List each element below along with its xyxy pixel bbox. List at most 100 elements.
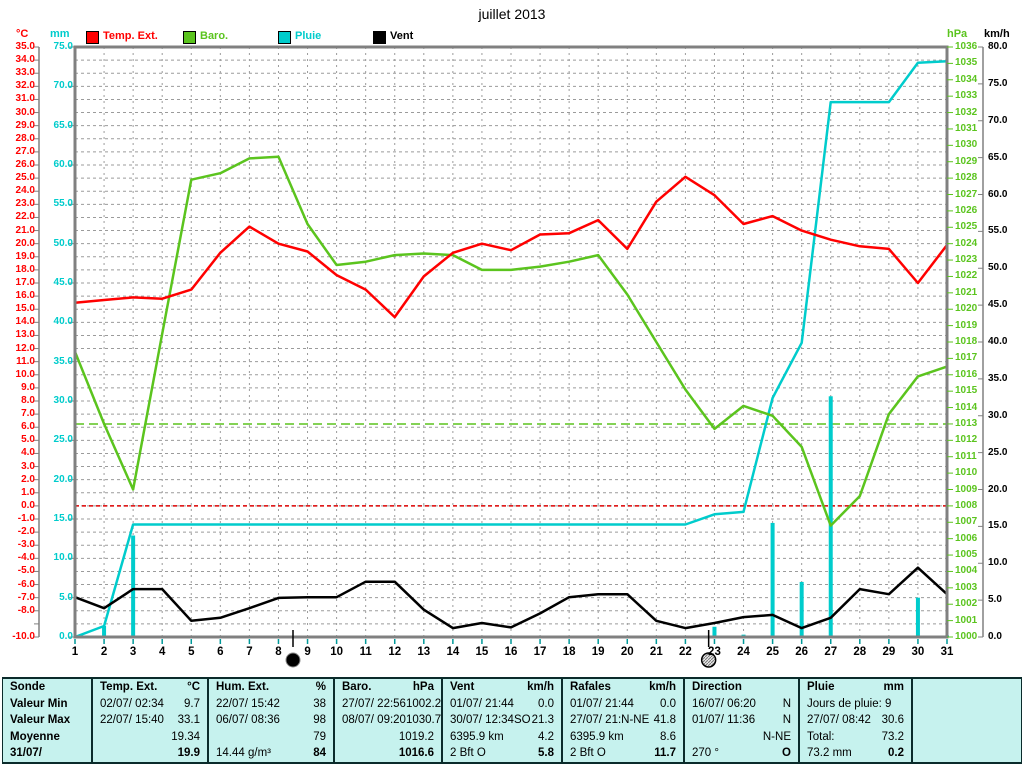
table-column-empty bbox=[911, 679, 1021, 762]
baro-axis-tick-label: 1003 bbox=[955, 581, 978, 593]
x-axis-day-label: 9 bbox=[304, 646, 311, 658]
temp-axis-tick-label: 31.0 bbox=[15, 93, 35, 105]
temp-axis-tick-label: -4.0 bbox=[17, 552, 35, 564]
temp-axis-tick-label: -5.0 bbox=[17, 565, 35, 577]
temp-axis-tick-label: 21.0 bbox=[15, 224, 35, 236]
wind-axis-tick-label: 5.0 bbox=[988, 594, 1002, 606]
temp-axis-tick-label: -7.0 bbox=[17, 591, 35, 603]
table-cell: 1016.6 bbox=[398, 747, 434, 759]
table-cell: 6395.9 km 8.6 bbox=[570, 730, 676, 743]
baro-axis-tick-label: 1035 bbox=[955, 57, 978, 69]
rain-axis-tick-label: 65.0 bbox=[53, 119, 73, 131]
rain-axis-unit: mm bbox=[50, 28, 70, 40]
baro-axis-tick-label: 1010 bbox=[955, 467, 978, 479]
table-cell: 22/07/ 15:42 38 bbox=[216, 697, 326, 710]
baro-axis-tick-label: 1005 bbox=[955, 549, 978, 561]
table-cell: Temp. Ext. °C bbox=[100, 681, 200, 693]
series-line-wind bbox=[74, 566, 948, 630]
rain-bar-day-3 bbox=[131, 535, 136, 637]
baro-axis-tick-label: 1036 bbox=[955, 41, 978, 52]
temp-axis-tick-label: 12.0 bbox=[15, 342, 35, 354]
temp-axis-tick-label: 14.0 bbox=[15, 316, 35, 328]
temp-axis-tick-label: 24.0 bbox=[15, 185, 35, 197]
baro-axis-tick-label: 1031 bbox=[955, 122, 978, 134]
x-axis-day-label: 17 bbox=[533, 646, 547, 658]
temp-axis-tick-label: -1.0 bbox=[17, 513, 35, 524]
rain-axis-tick-label: 15.0 bbox=[53, 513, 73, 524]
temp-axis-tick-label: 17.0 bbox=[15, 277, 35, 288]
table-cell: 73.2 mm 0.2 bbox=[807, 747, 904, 759]
temp-axis-tick-label: 30.0 bbox=[15, 106, 35, 118]
table-cell: 19.34 bbox=[171, 730, 200, 743]
table-cell: 31/07/ bbox=[10, 747, 42, 759]
wind-axis-tick-label: 65.0 bbox=[988, 151, 1008, 163]
baro-axis-tick-label: 1000 bbox=[955, 631, 978, 642]
table-cell: 01/07/ 21:44 0.0 bbox=[450, 697, 554, 710]
rain-bar-day-26 bbox=[799, 581, 804, 637]
x-axis-day-label: 28 bbox=[853, 646, 867, 658]
wind-axis-tick-label: 75.0 bbox=[988, 77, 1008, 89]
wind-axis-tick-label: 0.0 bbox=[988, 631, 1002, 642]
baro-axis-tick-label: 1033 bbox=[955, 90, 978, 102]
table-cell: 08/07/ 09:20 1030.7 bbox=[342, 714, 441, 726]
table-cell: Baro. hPa bbox=[342, 681, 434, 693]
legend-label-temp: Temp. Ext. bbox=[103, 30, 158, 42]
wind-axis-tick-label: 80.0 bbox=[988, 41, 1008, 52]
x-axis-day-label: 24 bbox=[737, 646, 750, 658]
table-cell: 1019.2 bbox=[398, 730, 434, 743]
table-cell: 02/07/ 02:34 9.7 bbox=[100, 697, 200, 710]
table-cell: Rafales km/h bbox=[570, 681, 676, 693]
baro-axis-tick-label: 1004 bbox=[955, 565, 978, 577]
wind-axis-tick-label: 40.0 bbox=[988, 336, 1008, 347]
table-cell: Hum. Ext.% bbox=[216, 681, 326, 693]
summary-table: Sonde Valeur Min Valeur Max Moyenne 31/07/Te… bbox=[2, 677, 1022, 764]
temp-axis-tick-label: 7.0 bbox=[21, 408, 35, 420]
table-cell: 19.9 bbox=[177, 747, 200, 759]
x-axis-day-label: 3 bbox=[129, 646, 137, 658]
temp-axis-tick-label: -6.0 bbox=[17, 578, 35, 590]
x-axis-day-label: 2 bbox=[100, 646, 108, 658]
table-column-pluie: Pluie mm Jours de pluie: 9 27/07/ 08:42 30.6… bbox=[798, 679, 911, 762]
wind-axis-tick-label: 30.0 bbox=[988, 409, 1008, 421]
temp-axis-tick-label: 5.0 bbox=[21, 434, 35, 446]
baro-axis-tick-label: 1015 bbox=[955, 385, 978, 397]
baro-axis-tick-label: 1025 bbox=[955, 221, 978, 233]
rain-axis-tick-label: 20.0 bbox=[53, 473, 73, 485]
rain-axis-tick-label: 5.0 bbox=[59, 591, 73, 603]
baro-axis-tick-label: 1011 bbox=[955, 450, 977, 462]
table-cell: 06/07/ 08:36 98 bbox=[216, 714, 326, 726]
temp-axis-tick-label: 15.0 bbox=[15, 303, 35, 315]
baro-axis-tick-label: 1034 bbox=[955, 73, 978, 85]
baro-axis-tick-label: 1026 bbox=[955, 204, 978, 216]
x-axis-day-label: 14 bbox=[446, 646, 460, 658]
rain-axis-tick-label: 75.0 bbox=[53, 41, 73, 52]
table-column-vent: Vent km/h 01/07/ 21:44 0.0 30/07/ 12:34SO 21.… bbox=[441, 679, 561, 762]
rain-axis-tick-label: 30.0 bbox=[53, 395, 73, 406]
table-cell: Vent km/h bbox=[450, 681, 554, 693]
series-line-baro bbox=[73, 155, 948, 527]
x-axis-day-label: 15 bbox=[475, 646, 489, 658]
wind-axis-unit: km/h bbox=[984, 28, 1010, 40]
new-moon-icon bbox=[700, 652, 717, 668]
baro-axis-tick-label: 1029 bbox=[955, 155, 978, 167]
x-axis-day-label: 18 bbox=[562, 646, 576, 658]
table-cell: Valeur Max bbox=[10, 714, 71, 726]
legend-label-baro: Baro. bbox=[200, 30, 229, 42]
table-cell: 79 bbox=[313, 730, 326, 743]
temp-axis-tick-label: 22.0 bbox=[15, 211, 35, 223]
table-cell: 6395.9 km 4.2 bbox=[450, 730, 554, 743]
temp-axis-tick-label: 20.0 bbox=[15, 237, 35, 249]
temp-axis-tick-label: -3.0 bbox=[17, 539, 35, 551]
rain-axis-tick-label: 50.0 bbox=[53, 237, 73, 249]
temp-axis-tick-label: 27.0 bbox=[15, 145, 35, 157]
baro-axis-tick-label: 1006 bbox=[955, 532, 978, 544]
rain-axis-tick-label: 25.0 bbox=[53, 434, 73, 446]
wind-axis-tick-label: 10.0 bbox=[988, 557, 1008, 569]
temp-axis-tick-label: 33.0 bbox=[15, 67, 35, 79]
baro-axis-tick-label: 1023 bbox=[955, 254, 978, 266]
baro-axis-tick-label: 1018 bbox=[955, 336, 978, 347]
series-line-rain bbox=[74, 59, 948, 639]
x-axis-day-label: 10 bbox=[330, 646, 343, 658]
wind-axis-tick-label: 35.0 bbox=[988, 372, 1008, 384]
rain-bar-day-27 bbox=[828, 396, 833, 637]
